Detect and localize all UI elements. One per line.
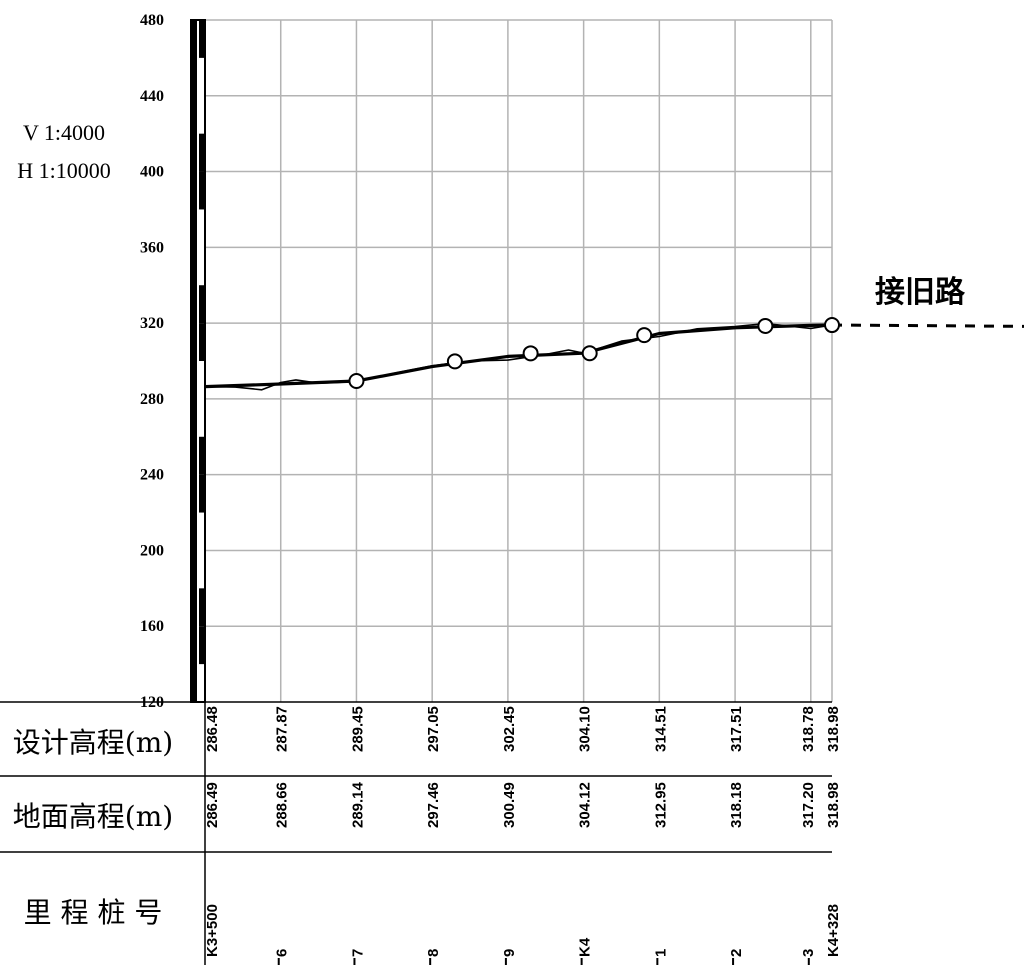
- vertical-scale-label: V 1:4000: [23, 120, 105, 145]
- elevation-tick-label: 360: [140, 239, 164, 256]
- station-label: 6: [274, 949, 291, 957]
- ground-elevation-line: [204, 322, 833, 391]
- ruler-segment: [199, 626, 205, 665]
- grade-change-markers: [348, 317, 840, 389]
- ground-elevation-row-label: 地面高程(m): [13, 800, 173, 833]
- station-label: 2: [728, 949, 745, 957]
- horizontal-scale-label: H 1:10000: [17, 158, 111, 183]
- ruler-segment: [199, 588, 205, 627]
- grade-point-marker: [824, 317, 840, 334]
- station-label: 3: [800, 949, 817, 957]
- grade-point-marker: [522, 345, 539, 362]
- ruler-segment: [199, 474, 205, 513]
- ground-elevation-value: 318.98: [825, 782, 842, 828]
- station-label: 9: [501, 949, 518, 957]
- design-elevation-value: 302.45: [501, 706, 518, 752]
- grade-point-marker: [636, 327, 653, 344]
- design-elevation-value: 287.87: [274, 706, 291, 752]
- grade-point-marker: [446, 353, 463, 370]
- data-table-lines: [0, 701, 832, 965]
- elevation-tick-label: 440: [140, 88, 164, 105]
- profile-lines: [204, 322, 1024, 391]
- design-elevation-value: 317.51: [728, 706, 745, 752]
- elevation-ruler: [190, 19, 206, 703]
- ground-elevation-value: 288.66: [274, 782, 291, 828]
- station-label: 1: [652, 949, 669, 957]
- ruler-segment: [199, 20, 205, 58]
- ruler-segment: [199, 436, 205, 475]
- grid: [205, 19, 833, 702]
- old-road-dashed-line: [831, 323, 1024, 328]
- elevation-tick-label: 280: [140, 391, 164, 408]
- station-label: 8: [425, 949, 442, 957]
- elevation-tick-label: 160: [140, 618, 164, 635]
- grade-point-marker: [581, 345, 598, 362]
- ground-elevation-values: 286.49 288.66 289.14 297.46 300.49 304.12 312.…: [204, 781, 842, 828]
- design-elevation-value: 314.51: [652, 706, 669, 752]
- elevation-tick-label: 480: [140, 12, 164, 29]
- ruler-segment: [199, 133, 205, 172]
- ground-elevation-value: 304.12: [577, 782, 594, 828]
- elevation-tick-label: 320: [140, 315, 164, 332]
- design-elevation-values: 286.48 287.87 289.45 297.05 302.45 304.10 314.…: [204, 706, 842, 752]
- design-elevation-value: 304.10: [577, 706, 594, 752]
- design-elevation-value: 289.45: [349, 706, 366, 752]
- ground-elevation-value: 318.18: [728, 782, 745, 828]
- ground-elevation-value: 312.95: [652, 782, 669, 828]
- ruler-segment: [199, 323, 205, 361]
- station-row-label: 里 程 桩 号: [24, 896, 163, 929]
- ruler-segment: [199, 171, 205, 210]
- station-label: 7: [349, 949, 366, 957]
- design-elevation-value: 318.78: [800, 706, 817, 752]
- elevation-tick-label: 200: [140, 542, 164, 559]
- design-elevation-row-label: 设计高程(m): [13, 726, 173, 759]
- ground-elevation-value: 297.46: [425, 782, 442, 828]
- station-label: K4+328: [825, 904, 842, 957]
- elevation-tick-label: 400: [140, 164, 164, 181]
- ground-elevation-value: 289.14: [349, 781, 366, 828]
- station-label: K3+500: [204, 904, 221, 957]
- design-elevation-value: 318.98: [825, 706, 842, 752]
- grade-point-marker: [757, 317, 774, 334]
- station-labels: K3+500 6 7 8 9 K4 1 2 3 K4+328: [204, 904, 842, 965]
- design-elevation-line: [204, 323, 833, 389]
- ground-elevation-value: 300.49: [501, 782, 518, 828]
- old-road-connection-note: 接旧路: [875, 275, 966, 310]
- grade-point-marker: [348, 372, 365, 389]
- design-elevation-value: 297.05: [425, 706, 442, 752]
- elevation-tick-label: 240: [140, 467, 164, 484]
- ruler-left-bar: [191, 20, 197, 702]
- ruler-segment: [199, 285, 205, 324]
- station-label: K4: [577, 937, 594, 957]
- design-elevation-value: 286.48: [204, 706, 221, 752]
- ground-elevation-value: 317.20: [800, 782, 817, 828]
- ground-elevation-value: 286.49: [204, 782, 221, 828]
